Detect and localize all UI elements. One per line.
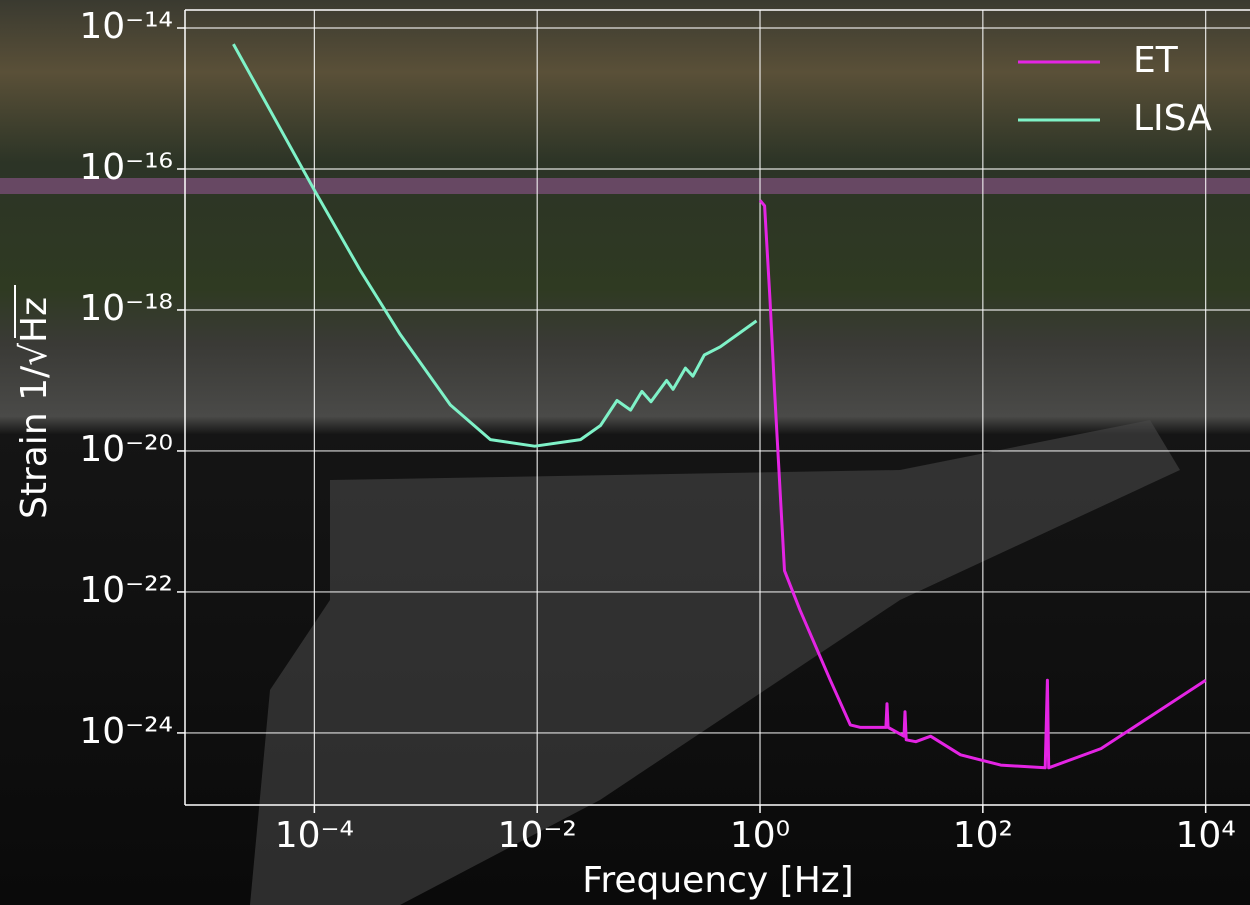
y-tick-label: 10⁻¹⁸ [79, 288, 173, 329]
x-tick-label: 10² [953, 815, 1013, 856]
y-tick-label: 10⁻¹⁶ [79, 147, 173, 188]
background-band [0, 178, 1250, 194]
x-axis-label: Frequency [Hz] [582, 860, 853, 901]
y-tick-label: 10⁻²⁴ [79, 711, 173, 752]
legend-label: ET [1133, 40, 1179, 81]
y-axis-label: Strain 1/√Hz [14, 297, 55, 519]
x-tick-label: 10⁴ [1176, 815, 1236, 856]
x-tick-label: 10⁰ [730, 815, 790, 856]
x-tick-label: 10⁻⁴ [275, 815, 354, 856]
y-tick-label: 10⁻²⁰ [79, 429, 173, 470]
y-tick-label: 10⁻²² [79, 570, 173, 611]
x-tick-label: 10⁻² [498, 815, 577, 856]
chart: Frequency [Hz] Strain 1/√Hz 10⁻⁴ 10⁻² 10⁰ 1… [0, 0, 1250, 905]
y-tick-label: 10⁻¹⁴ [79, 6, 173, 47]
legend-label: LISA [1133, 98, 1212, 139]
